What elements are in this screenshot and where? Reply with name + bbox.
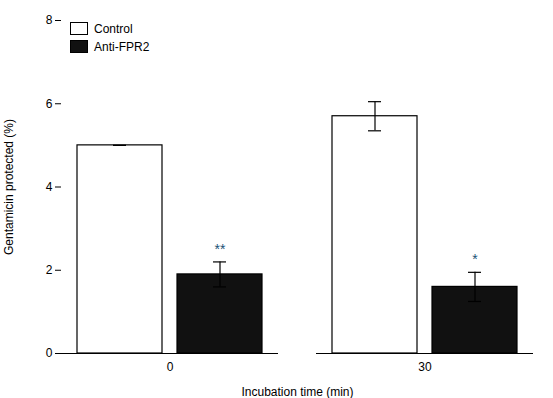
svg-text:4: 4 xyxy=(46,180,53,194)
svg-text:Incubation time (min): Incubation time (min) xyxy=(241,385,353,398)
svg-text:8: 8 xyxy=(46,13,53,27)
svg-text:*: * xyxy=(472,251,478,267)
svg-text:2: 2 xyxy=(46,263,53,277)
html-text:Control: Control xyxy=(94,21,133,36)
svg-text:30: 30 xyxy=(418,360,432,374)
svg-text:6: 6 xyxy=(46,97,53,111)
svg-text:**: ** xyxy=(215,241,226,257)
svg-text:Gentamicin protected (%): Gentamicin protected (%) xyxy=(2,119,16,255)
svg-text:0: 0 xyxy=(167,360,174,374)
html-text:Anti-FPR2: Anti-FPR2 xyxy=(94,39,150,54)
svg-text:0: 0 xyxy=(46,346,53,360)
